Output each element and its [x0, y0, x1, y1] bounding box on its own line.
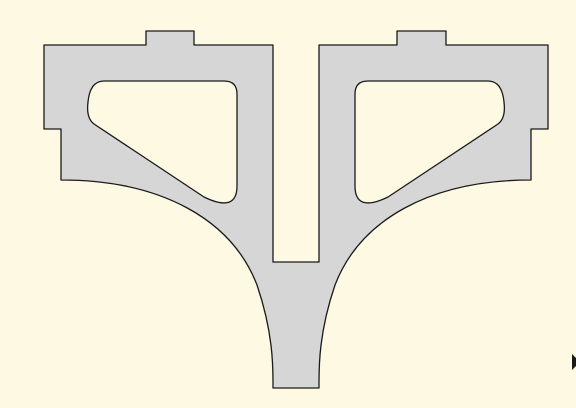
triangle-right-icon: [572, 354, 576, 370]
cross-section-part: [43, 30, 549, 389]
